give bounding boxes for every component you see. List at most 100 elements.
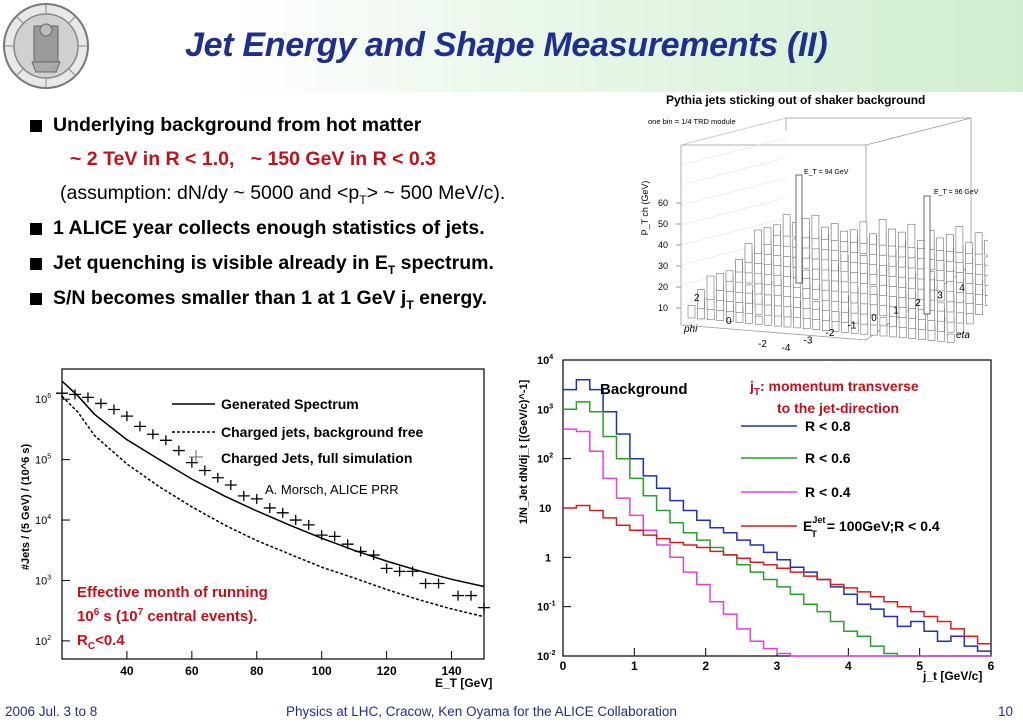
lego-plot-phi-ticks: -2 0 2 bbox=[694, 293, 767, 350]
z-tick-label: 30 bbox=[658, 261, 668, 271]
lego-peak-label-96: E_T = 96 GeV bbox=[934, 189, 979, 196]
x-tick-label: 6 bbox=[988, 659, 995, 673]
data-point-full-sim bbox=[406, 566, 419, 577]
lego-bar bbox=[773, 224, 781, 236]
eta-tick-label: -1 bbox=[848, 321, 857, 332]
data-point-full-sim bbox=[432, 578, 445, 589]
lego-bar bbox=[735, 259, 743, 273]
lego-bar bbox=[764, 294, 772, 306]
energy-r03: ~ 150 GeV in R < 0.3 bbox=[250, 148, 437, 170]
lego-bar bbox=[859, 221, 868, 244]
x-tick-label: 0 bbox=[560, 659, 567, 673]
lego-bar bbox=[936, 249, 945, 261]
energy-r10: ~ 2 TeV in R < 1.0, bbox=[70, 148, 235, 170]
series-r06 bbox=[563, 401, 991, 657]
x-tick-label: 1 bbox=[631, 659, 638, 673]
lego-bar bbox=[716, 273, 724, 291]
y-tick-label: 10-2 bbox=[537, 650, 556, 663]
y-tick-exponent: 4 bbox=[549, 354, 553, 361]
lego-bar bbox=[754, 263, 762, 275]
data-point-full-sim bbox=[237, 490, 250, 501]
x-tick-label: 60 bbox=[185, 664, 199, 678]
phi-tick-label: -2 bbox=[758, 339, 767, 350]
lego-bar bbox=[840, 230, 848, 242]
lego-plot-title: Pythia jets sticking out of shaker backg… bbox=[666, 93, 925, 107]
sub-bullet-energies: ~ 2 TeV in R < 1.0, ~ 150 GeV in R < 0.3 bbox=[70, 148, 436, 171]
bullet-underlying-background: Underlying background from hot matter bbox=[53, 114, 422, 136]
lego-bar bbox=[965, 242, 973, 254]
lego-plot-note: one bin = 1/4 TRD module bbox=[648, 117, 736, 126]
jet-spectrum-y-ticks: 102 103 104 105 106 bbox=[35, 393, 70, 648]
lego-bar bbox=[888, 228, 896, 247]
lego-bar bbox=[802, 308, 811, 319]
series-r04 bbox=[563, 428, 991, 657]
lego-bar bbox=[821, 226, 829, 240]
y-tick-exponent: -2 bbox=[549, 650, 555, 657]
x-tick-label: 100 bbox=[312, 664, 332, 678]
svg-text:jT: momentum transverse: jT: momentum transverse bbox=[749, 378, 919, 398]
y-tick-exponent: 5 bbox=[47, 454, 51, 461]
lego-bar bbox=[735, 301, 744, 313]
eta-tick-label: -4 bbox=[782, 343, 791, 354]
data-point-full-sim bbox=[478, 602, 490, 613]
lego-plot-eta-label: eta bbox=[956, 330, 970, 341]
bullet-marker bbox=[30, 293, 42, 305]
data-point-full-sim bbox=[198, 465, 211, 476]
lego-bar bbox=[879, 317, 888, 327]
lego-bar bbox=[811, 248, 820, 260]
lego-bar bbox=[975, 273, 983, 285]
eta-tick-label: 0 bbox=[871, 313, 877, 324]
lego-bar bbox=[860, 293, 868, 305]
lego-bar bbox=[697, 289, 705, 310]
y-tick-exponent: 3 bbox=[549, 403, 553, 410]
legend-full-sim: Charged Jets, full simulation bbox=[221, 450, 412, 466]
lego-bar bbox=[907, 223, 916, 249]
legend-r04: R < 0.4 bbox=[805, 484, 851, 500]
bullet-jet-quenching: Jet quenching is visible already in ET s… bbox=[53, 252, 494, 277]
lego-bar bbox=[859, 255, 868, 264]
lego-bar bbox=[793, 286, 801, 298]
data-point-full-sim bbox=[367, 550, 380, 561]
jt-legend: R < 0.8 R < 0.6 R < 0.4 EJet T = 100GeV;R … bbox=[741, 418, 940, 539]
jt-distribution-figure: 10-2 10-1 1 10 102 103 104 0 1 2 3 4 5 6 1/N_Jet dN/… bbox=[518, 354, 995, 683]
z-tick-label: 60 bbox=[658, 198, 668, 208]
eta-tick-label: 2 bbox=[915, 298, 921, 309]
y-tick-label: 10-1 bbox=[537, 601, 556, 614]
phi-tick-label: 2 bbox=[694, 293, 700, 304]
data-point-full-sim bbox=[315, 530, 328, 541]
y-tick-label: 103 bbox=[537, 403, 553, 416]
jt-distribution-x-label: j_t [GeV/c] bbox=[922, 669, 982, 683]
data-point-full-sim bbox=[452, 590, 465, 601]
jt-distribution-series bbox=[563, 378, 991, 657]
lego-bar bbox=[936, 237, 944, 251]
grid-line bbox=[680, 177, 787, 206]
lego-plot-frame bbox=[680, 117, 972, 341]
data-point-full-sim bbox=[302, 519, 315, 530]
legend-ejet: EJet T = 100GeV;R < 0.4 bbox=[803, 515, 940, 539]
z-tick-label: 50 bbox=[658, 219, 668, 229]
jt-panel-label: Background bbox=[600, 381, 688, 398]
footer-date: 2006 Jul. 3 to 8 bbox=[5, 704, 98, 719]
lego-bar bbox=[735, 291, 744, 303]
lego-bar bbox=[975, 263, 983, 275]
svg-text:106 s (107 central events).: 106 s (107 central events). bbox=[77, 607, 257, 625]
data-point-full-sim bbox=[380, 563, 393, 574]
lego-bar bbox=[870, 324, 878, 336]
lego-bar bbox=[850, 272, 858, 284]
legend-charged-free: Charged jets, background free bbox=[221, 424, 423, 440]
x-tick-label: 5 bbox=[916, 659, 923, 673]
z-tick-label: 40 bbox=[658, 240, 668, 250]
lego-bar bbox=[917, 240, 925, 249]
lego-bar bbox=[974, 232, 983, 255]
y-tick-exponent: 4 bbox=[47, 514, 51, 521]
jet-spectrum-credit: A. Morsch, ALICE PRR bbox=[265, 482, 399, 497]
lego-bar bbox=[687, 305, 696, 319]
lego-plot-z-label: P_T ch (GeV) bbox=[640, 181, 650, 236]
eta-tick-label: 1 bbox=[893, 306, 899, 317]
eta-tick-label: -3 bbox=[804, 336, 813, 347]
footer-conference: Physics at LHC, Cracow, Ken Oyama for th… bbox=[286, 704, 677, 719]
y-tick-exponent: 2 bbox=[549, 453, 553, 460]
phi-tick-label: 0 bbox=[726, 316, 732, 327]
x-tick-label: 3 bbox=[774, 659, 781, 673]
data-point-full-sim bbox=[133, 421, 146, 432]
